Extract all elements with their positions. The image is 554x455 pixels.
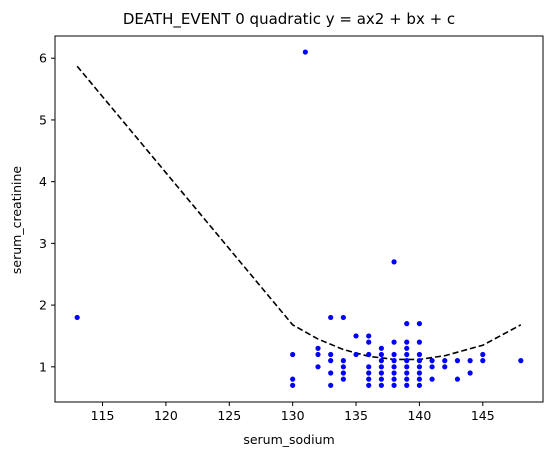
data-point bbox=[454, 376, 461, 382]
data-point bbox=[366, 339, 372, 345]
data-point bbox=[353, 333, 359, 339]
data-point bbox=[416, 358, 423, 364]
data-point bbox=[429, 364, 435, 370]
data-point bbox=[416, 370, 423, 376]
data-point bbox=[429, 358, 435, 364]
data-point bbox=[391, 358, 397, 364]
data-point bbox=[378, 382, 384, 388]
data-point bbox=[378, 376, 384, 382]
data-point bbox=[366, 351, 372, 358]
y-tick-label: 5 bbox=[39, 112, 47, 127]
data-point bbox=[366, 370, 372, 376]
data-point bbox=[454, 358, 461, 364]
data-point bbox=[404, 345, 410, 351]
data-point bbox=[328, 358, 334, 364]
data-point bbox=[378, 370, 384, 376]
y-tick-label: 6 bbox=[39, 51, 47, 66]
x-tick-label: 120 bbox=[154, 408, 178, 423]
data-point bbox=[315, 351, 321, 358]
data-point bbox=[353, 351, 359, 358]
data-point bbox=[391, 339, 397, 345]
y-tick-label: 2 bbox=[39, 298, 47, 313]
data-point bbox=[416, 382, 423, 388]
y-axis-label: serum_creatinine bbox=[9, 166, 24, 274]
x-tick-label: 130 bbox=[281, 408, 305, 423]
data-point bbox=[404, 376, 410, 382]
data-point bbox=[416, 339, 423, 345]
x-axis-label: serum_sodium bbox=[243, 432, 334, 447]
data-point bbox=[74, 314, 80, 321]
data-point bbox=[315, 345, 321, 351]
data-point bbox=[378, 364, 384, 370]
data-point bbox=[340, 370, 346, 376]
data-point bbox=[404, 382, 410, 388]
plot-area bbox=[74, 49, 524, 388]
x-tick-label: 145 bbox=[471, 408, 495, 423]
y-tick-label: 4 bbox=[39, 174, 47, 189]
data-point bbox=[328, 382, 334, 388]
data-point bbox=[467, 358, 473, 364]
data-point bbox=[404, 321, 410, 327]
data-point bbox=[404, 370, 410, 376]
data-point bbox=[302, 49, 308, 55]
data-point bbox=[518, 358, 524, 364]
chart-title: DEATH_EVENT 0 quadratic y = ax2 + bx + c bbox=[123, 10, 455, 29]
data-point bbox=[442, 358, 448, 364]
data-point bbox=[391, 259, 397, 265]
y-tick-label: 1 bbox=[39, 359, 47, 374]
data-point bbox=[340, 314, 346, 321]
data-point bbox=[404, 339, 410, 345]
data-point bbox=[480, 351, 486, 358]
data-point bbox=[404, 358, 410, 364]
data-point bbox=[442, 364, 448, 370]
data-point bbox=[328, 370, 334, 376]
axes-frame bbox=[54, 35, 544, 403]
data-point bbox=[404, 364, 410, 370]
data-point bbox=[416, 376, 423, 382]
data-point bbox=[378, 351, 384, 358]
data-point bbox=[391, 351, 397, 358]
x-tick-label: 125 bbox=[217, 408, 241, 423]
data-point bbox=[480, 358, 486, 364]
data-point bbox=[416, 351, 423, 358]
x-axis: 115 120 125 130 135 140 145 bbox=[91, 402, 495, 423]
y-axis: 1 2 3 4 5 6 bbox=[39, 51, 55, 374]
data-point bbox=[340, 358, 346, 364]
data-point bbox=[340, 376, 346, 382]
x-tick-label: 115 bbox=[91, 408, 115, 423]
data-point bbox=[366, 364, 372, 370]
x-tick-label: 135 bbox=[344, 408, 368, 423]
data-point bbox=[366, 376, 372, 382]
data-point bbox=[290, 351, 296, 358]
data-point bbox=[366, 333, 372, 339]
data-point bbox=[378, 358, 384, 364]
data-point bbox=[391, 364, 397, 370]
data-point bbox=[467, 370, 473, 376]
data-point bbox=[391, 370, 397, 376]
data-point bbox=[391, 376, 397, 382]
data-point bbox=[366, 382, 372, 388]
data-point bbox=[429, 376, 435, 382]
data-point bbox=[315, 364, 321, 370]
data-point bbox=[328, 314, 334, 321]
data-point bbox=[378, 345, 384, 351]
data-point bbox=[290, 376, 296, 382]
data-point bbox=[328, 351, 334, 358]
data-point bbox=[290, 382, 296, 388]
data-point bbox=[416, 321, 423, 327]
y-tick-label: 3 bbox=[39, 236, 47, 251]
data-point bbox=[416, 364, 423, 370]
data-point bbox=[404, 351, 410, 358]
fit-curve bbox=[76, 65, 522, 361]
data-point bbox=[391, 382, 397, 388]
data-point bbox=[340, 364, 346, 370]
x-tick-label: 140 bbox=[407, 408, 431, 423]
